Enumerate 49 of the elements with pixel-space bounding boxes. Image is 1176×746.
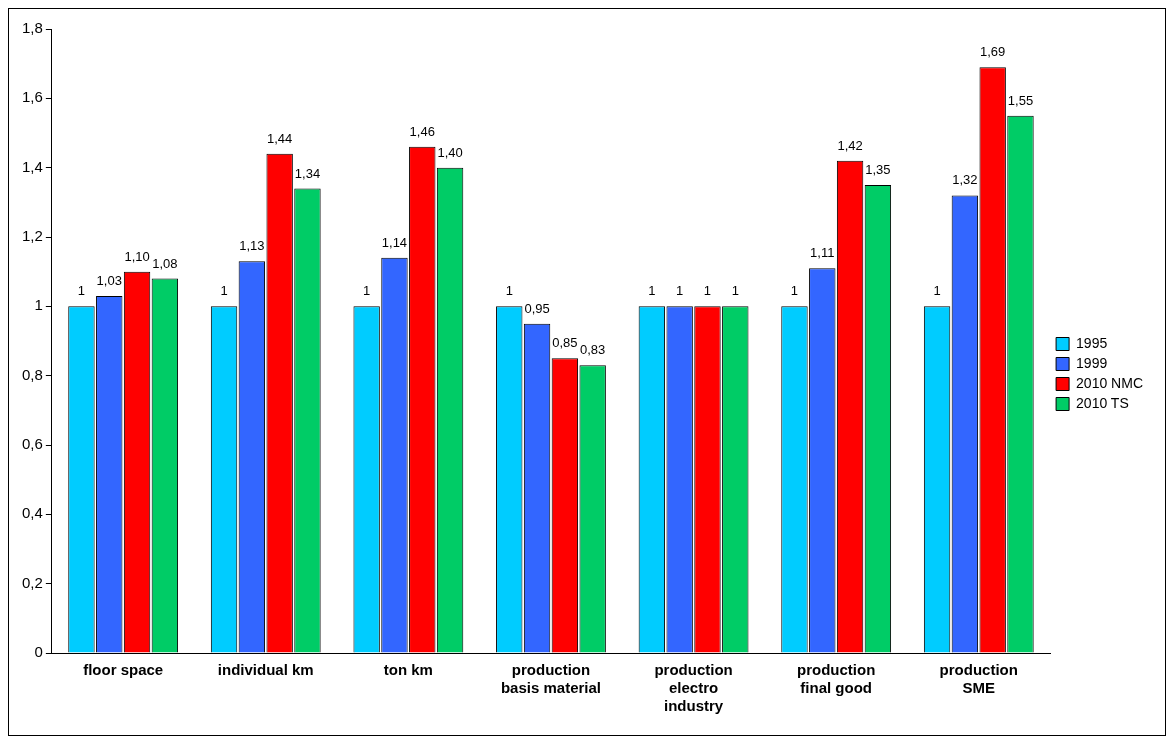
x-tick-label: floor space — [83, 661, 164, 679]
data-label: 1,40 — [437, 144, 463, 160]
data-label: 1 — [505, 283, 513, 299]
data-label: 0,95 — [524, 300, 550, 316]
data-label: 1,11 — [810, 245, 835, 261]
data-label: 1,34 — [294, 165, 321, 181]
data-label: 1,55 — [1007, 92, 1034, 108]
data-label: 1 — [77, 283, 86, 299]
data-label: 1 — [933, 283, 941, 299]
data-label: 1,03 — [96, 273, 122, 289]
y-tick-label: 1,2 — [21, 227, 43, 245]
x-tick-label: ton km — [383, 661, 433, 679]
data-label: 1,46 — [409, 123, 435, 139]
data-label: 1,44 — [267, 130, 293, 146]
data-label: 1 — [220, 283, 228, 299]
y-tick-label: 0,6 — [21, 435, 43, 453]
y-tick-label: 1,6 — [21, 88, 43, 106]
data-label: 0,83 — [580, 342, 606, 358]
data-label: 1 — [731, 283, 739, 299]
data-label: 0,85 — [552, 335, 578, 351]
legend-label: 2010 TS — [1076, 394, 1129, 411]
x-tick-label: production basis material — [500, 661, 601, 697]
data-label: 1,13 — [239, 238, 265, 254]
y-tick-label: 0,8 — [21, 365, 43, 383]
y-tick-label: 0,4 — [21, 504, 43, 522]
data-label: 1,35 — [865, 162, 891, 178]
x-tick-label: production final good — [797, 661, 876, 697]
data-label: 1,08 — [152, 255, 178, 271]
data-label: 1,42 — [837, 137, 863, 153]
data-label: 1 — [703, 283, 712, 299]
y-tick-label: 0 — [34, 643, 43, 661]
data-label: 1 — [648, 283, 656, 299]
data-label: 1,14 — [381, 234, 408, 250]
x-tick-label: individual km — [217, 661, 314, 679]
y-tick-label: 1,4 — [21, 157, 43, 175]
y-tick-label: 1 — [34, 296, 43, 314]
data-label: 1 — [676, 283, 684, 299]
data-label: 1,32 — [952, 172, 978, 188]
data-label: 1 — [790, 283, 799, 299]
y-tick-label: 0,2 — [21, 573, 43, 591]
x-tick-label: production electro industry — [654, 661, 733, 715]
legend-label: 1995 — [1076, 334, 1108, 351]
y-tick-label: 1,8 — [21, 19, 43, 37]
legend-label: 1999 — [1076, 354, 1108, 371]
legend-label: 2010 NMC — [1076, 374, 1143, 391]
data-label: 1 — [363, 283, 371, 299]
data-label: 1,69 — [980, 44, 1006, 60]
x-tick-label: production SME — [939, 661, 1018, 697]
data-label: 1,10 — [124, 248, 150, 264]
